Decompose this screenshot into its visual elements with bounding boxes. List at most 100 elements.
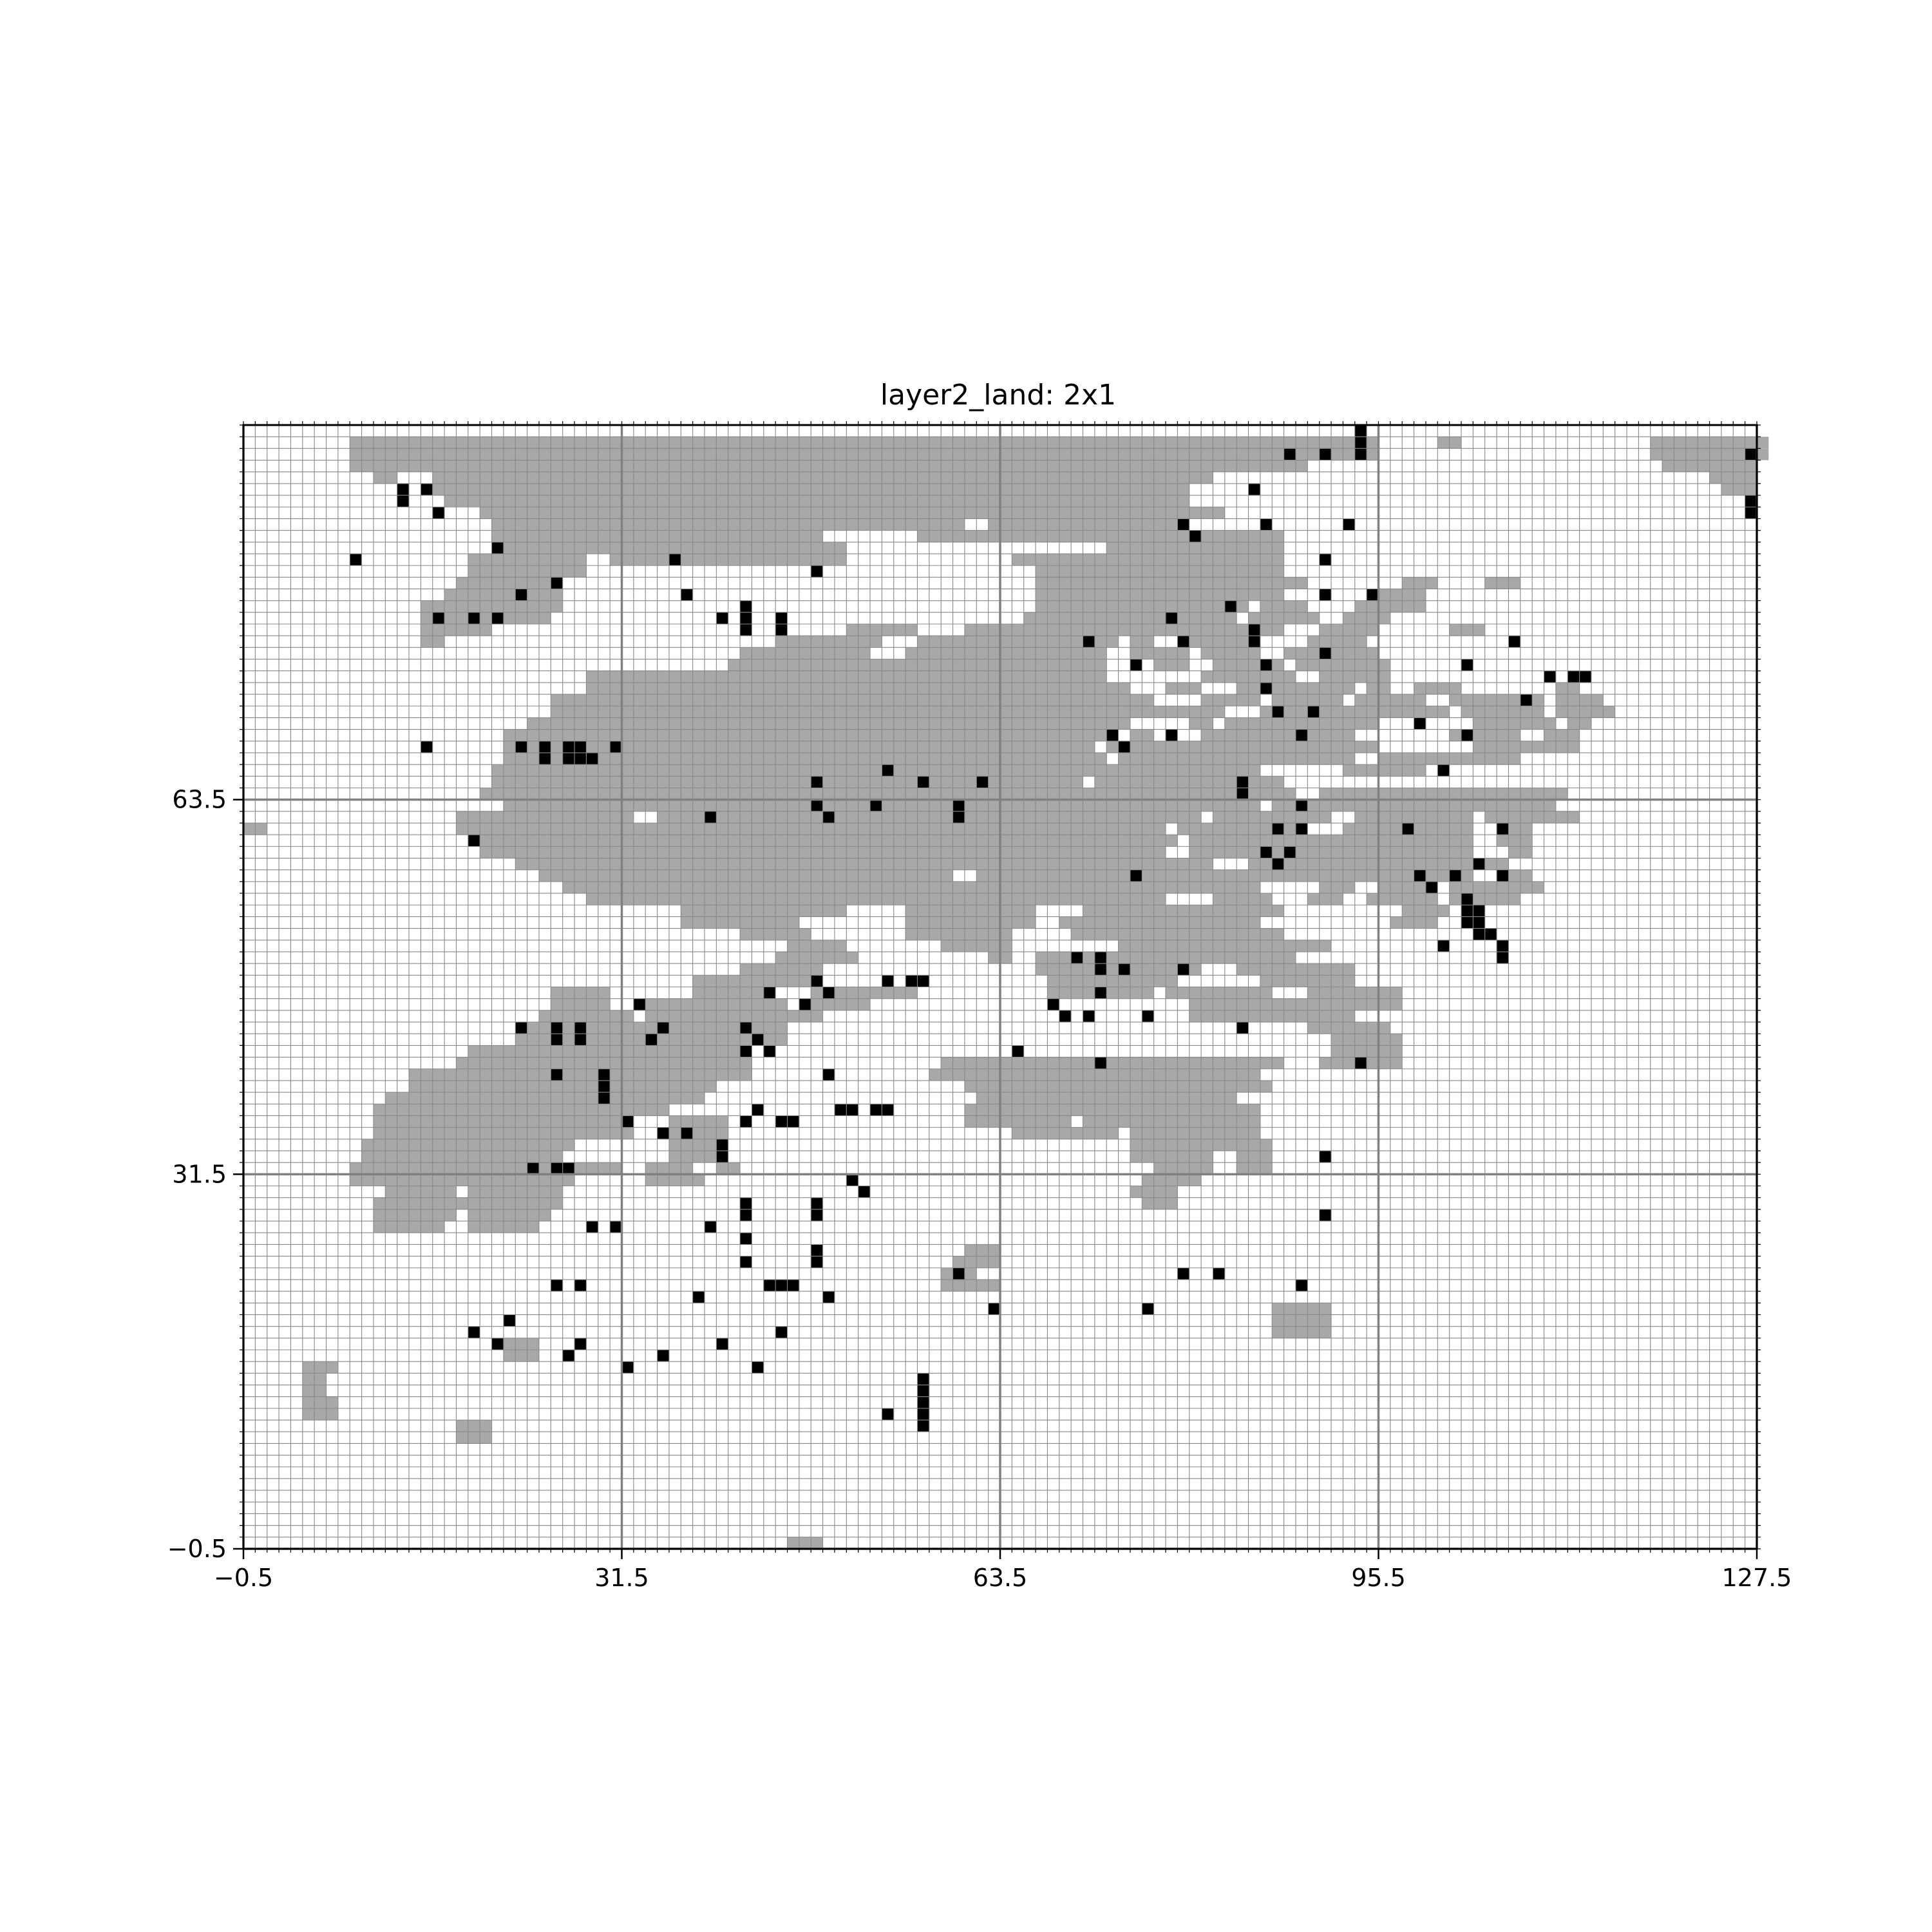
land-cell-run <box>1130 1139 1237 1151</box>
land-cell-run <box>645 1010 823 1023</box>
marker-cell <box>822 987 835 999</box>
land-cell-run <box>692 987 776 999</box>
marker-cell <box>1130 869 1142 882</box>
marker-cell <box>775 1115 788 1128</box>
marker-cell <box>1059 1010 1072 1023</box>
marker-cell <box>598 1068 611 1081</box>
land-cell-run <box>1106 741 1379 753</box>
y-tick-labels: −0.5 31.5 63.5 <box>167 786 227 1563</box>
land-cell-run <box>1461 706 1544 718</box>
marker-cell <box>668 553 681 566</box>
land-cell-run <box>468 1209 551 1222</box>
marker-cell <box>1248 624 1260 636</box>
marker-cell <box>1354 448 1367 460</box>
marker-cell <box>421 483 433 496</box>
land-cell-run <box>1213 893 1273 905</box>
marker-cell <box>1544 670 1556 683</box>
marker-cell <box>1012 1045 1024 1057</box>
land-cell-run <box>1721 483 1757 496</box>
marker-cell <box>763 987 776 999</box>
land-cell-run <box>1036 577 1308 589</box>
marker-cell <box>1473 905 1485 917</box>
marker-cell <box>1177 1267 1189 1280</box>
land-cell-run <box>1012 1127 1119 1139</box>
marker-cell <box>551 577 563 589</box>
marker-cell <box>468 1326 480 1338</box>
land-cell-run <box>350 460 1308 472</box>
marker-cell <box>811 565 823 578</box>
marker-cell <box>763 1045 776 1057</box>
marker-cell <box>1213 1267 1225 1280</box>
land-cell-run <box>456 1420 492 1432</box>
marker-cell <box>1354 437 1367 449</box>
marker-cell <box>350 553 362 566</box>
marker-cell <box>1166 612 1178 625</box>
marker-cell <box>1083 1010 1095 1023</box>
marker-cell <box>811 799 823 811</box>
marker-cell <box>1319 647 1332 659</box>
land-cell-run <box>562 881 1260 894</box>
marker-cell <box>574 1338 587 1350</box>
marker-cell <box>562 752 575 765</box>
land-cell-run <box>1319 624 1379 636</box>
land-cell-run <box>350 1162 622 1175</box>
land-cell-run <box>964 1244 1000 1256</box>
marker-cell <box>551 1068 563 1081</box>
land-cell-run <box>503 1338 539 1350</box>
marker-cell <box>1508 636 1520 648</box>
marker-cell <box>811 1256 823 1268</box>
marker-cell <box>1473 928 1485 940</box>
marker-cell <box>1484 928 1497 940</box>
land-cell-run <box>350 448 1379 460</box>
land-cell-run <box>527 717 1130 730</box>
land-cell-run <box>964 1115 1072 1128</box>
land-cell-run <box>1236 1150 1273 1163</box>
marker-cell <box>551 1162 563 1175</box>
marker-cell <box>562 1349 575 1362</box>
marker-cell <box>515 1022 527 1034</box>
marker-cell <box>1319 448 1332 460</box>
marker-cell <box>1047 998 1059 1010</box>
land-cell-run <box>1059 916 1119 929</box>
marker-cell <box>1106 729 1119 741</box>
marker-cell <box>1083 636 1095 648</box>
land-cell-run <box>668 1127 728 1139</box>
marker-cell <box>811 776 823 788</box>
marker-cell <box>799 998 811 1010</box>
chart-title: layer2_land: 2x1 <box>880 379 1116 412</box>
marker-cell <box>491 542 504 554</box>
marker-cell <box>1071 951 1083 964</box>
marker-cell <box>716 1338 728 1350</box>
land-cell-run <box>905 905 1036 917</box>
marker-cell <box>421 741 433 753</box>
marker-cell <box>1260 846 1273 858</box>
marker-cell <box>882 1104 894 1116</box>
marker-cell <box>1272 823 1284 835</box>
marker-cell <box>1118 741 1130 753</box>
land-cell-run <box>1484 577 1520 589</box>
land-cell-run <box>1283 951 1296 964</box>
marker-cell <box>752 1104 764 1116</box>
marker-cell <box>811 975 823 987</box>
land-cell-run <box>1083 1115 1260 1128</box>
marker-cell <box>1579 670 1591 683</box>
marker-cell <box>1189 530 1202 542</box>
marker-cell <box>657 1127 669 1139</box>
land-cell-run <box>1555 706 1615 718</box>
land-cell-run <box>456 577 563 589</box>
marker-cell <box>1094 951 1107 964</box>
marker-cell <box>716 1150 728 1163</box>
marker-cell <box>870 799 882 811</box>
marker-cell <box>1248 483 1260 496</box>
land-cell-run <box>1166 682 1202 695</box>
marker-cell <box>1437 940 1450 952</box>
land-cell-run <box>692 975 823 987</box>
land-cell-run <box>527 1022 611 1034</box>
land-cell-run <box>551 694 1154 706</box>
land-cell-run <box>551 987 611 999</box>
land-cell-run <box>1248 1104 1260 1116</box>
marker-cell <box>538 752 551 765</box>
marker-cell <box>811 1197 823 1209</box>
land-cell-run <box>551 706 1225 718</box>
marker-cell <box>740 1022 752 1034</box>
